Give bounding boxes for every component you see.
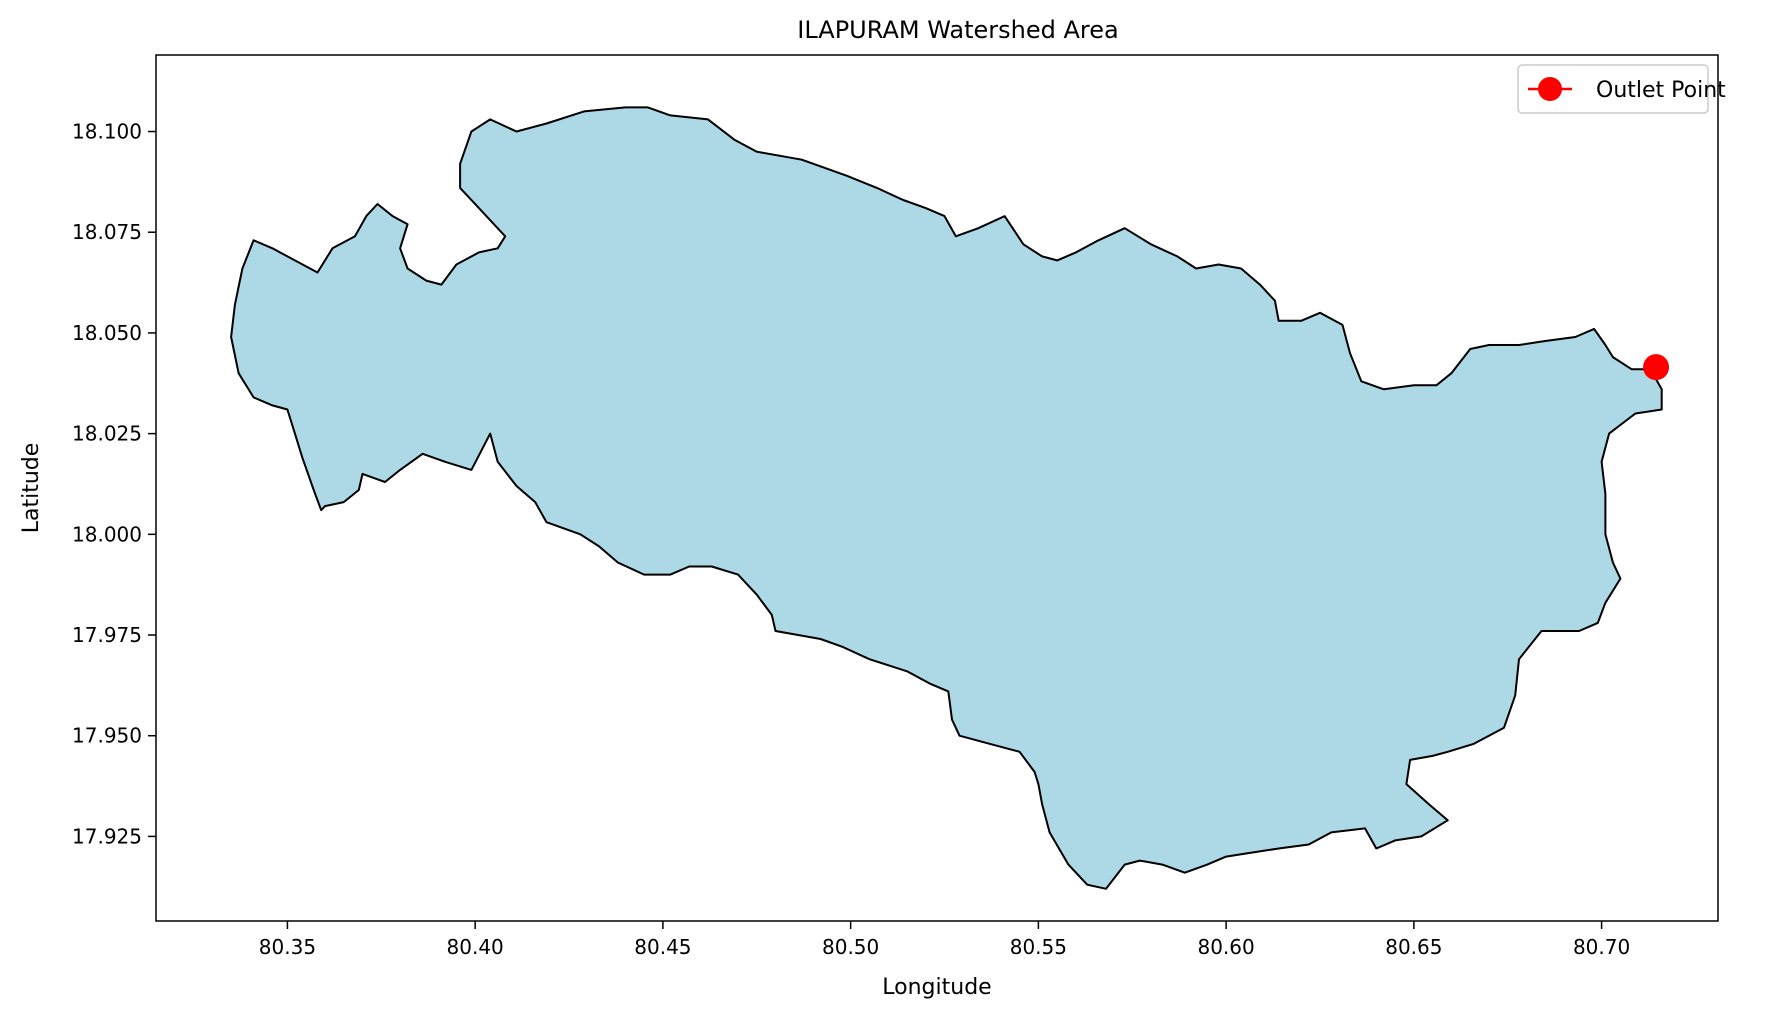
- legend: Outlet Point: [1517, 64, 1726, 114]
- legend-entry-outlet-point: Outlet Point: [1596, 78, 1726, 103]
- y-tick-label: 17.925: [72, 824, 142, 848]
- x-tick-label: 80.35: [259, 935, 316, 959]
- y-axis-ticks: 17.925 17.950 17.975 18.000 18.025 18.050 18.0…: [72, 120, 156, 848]
- y-axis-label: Latitude: [19, 443, 44, 534]
- chart-title: ILAPURAM Watershed Area: [797, 16, 1118, 44]
- legend-marker-sample: [1538, 77, 1562, 101]
- y-tick-label: 18.050: [72, 321, 142, 345]
- y-tick-label: 18.025: [72, 422, 142, 446]
- y-tick-label: 18.000: [72, 522, 142, 546]
- x-tick-label: 80.40: [447, 935, 504, 959]
- legend-box: [1517, 64, 1709, 114]
- plot-area-frame: [155, 54, 1719, 922]
- x-tick-label: 80.50: [822, 935, 879, 959]
- y-tick-label: 17.950: [72, 724, 142, 748]
- x-tick-label: 80.65: [1385, 935, 1442, 959]
- outlet-point-marker: [1643, 354, 1670, 381]
- y-tick-label: 17.975: [72, 623, 142, 647]
- x-axis-ticks: 80.35 80.40 80.45 80.50 80.55 80.60 80.65 80.70: [259, 921, 1630, 959]
- x-tick-label: 80.70: [1573, 935, 1630, 959]
- y-tick-label: 18.100: [72, 120, 142, 144]
- x-tick-label: 80.55: [1010, 935, 1067, 959]
- x-tick-label: 80.45: [634, 935, 691, 959]
- x-tick-label: 80.60: [1197, 935, 1254, 959]
- x-axis-label: Longitude: [882, 975, 991, 1000]
- watershed-area: [230, 106, 1663, 890]
- y-tick-label: 18.075: [72, 220, 142, 244]
